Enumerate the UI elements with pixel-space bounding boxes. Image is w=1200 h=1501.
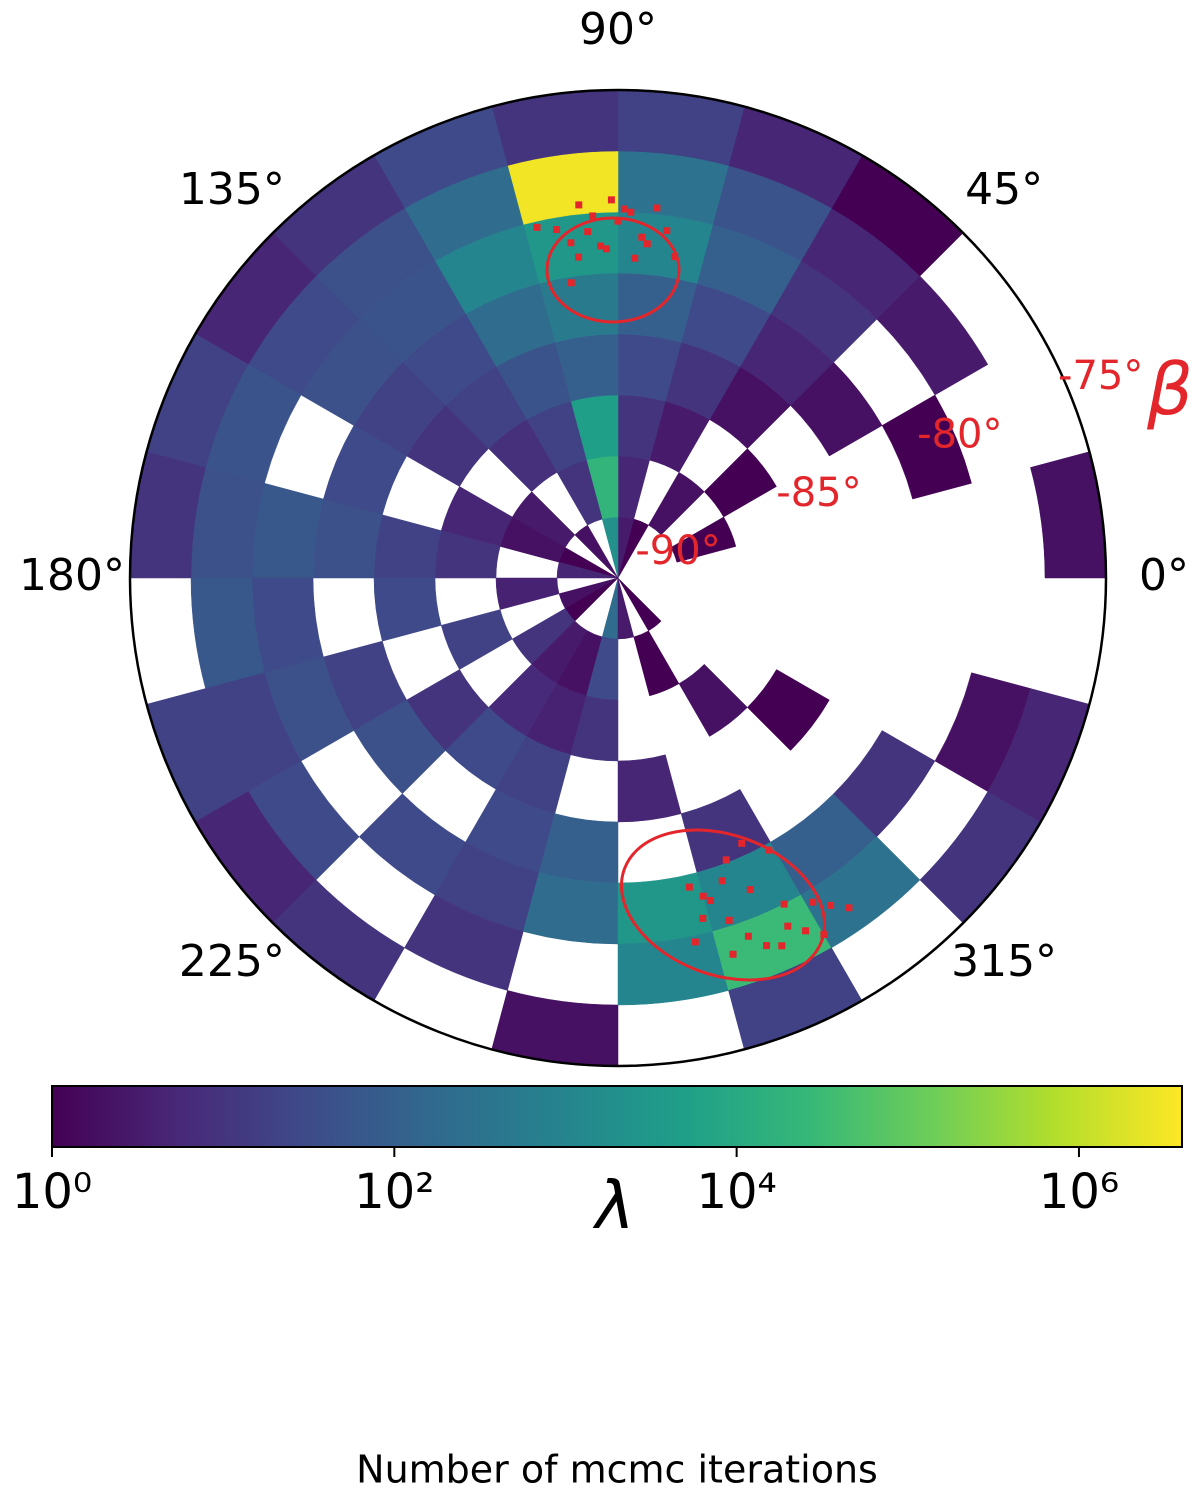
theta-tick-label: 90° bbox=[579, 4, 657, 55]
theta-tick-label: 225° bbox=[179, 936, 285, 987]
scatter-point bbox=[638, 233, 646, 241]
scatter-point bbox=[631, 254, 639, 262]
theta-tick-label: 0° bbox=[1139, 550, 1189, 601]
ellipse bbox=[619, 828, 827, 982]
polar-frame bbox=[128, 88, 1108, 1068]
colorbar-tick-label: 10⁰ bbox=[12, 1164, 92, 1220]
heatmap bbox=[129, 89, 1107, 1067]
scatter-point bbox=[744, 932, 752, 940]
scatter-point bbox=[718, 877, 726, 885]
scatter-point bbox=[663, 227, 671, 235]
scatter-point bbox=[614, 217, 622, 225]
scatter-point bbox=[597, 242, 605, 250]
scatter-point bbox=[567, 279, 575, 287]
scatter-point bbox=[738, 839, 746, 847]
scatter-point bbox=[802, 927, 810, 935]
r-tick-label: -80° bbox=[917, 411, 1002, 457]
scatter-point bbox=[643, 240, 651, 248]
r-tick-label: -90° bbox=[635, 528, 720, 574]
heatmap-cell bbox=[574, 524, 619, 579]
heatmap-cell bbox=[617, 577, 662, 632]
colorbar-label: Number of mcmc iterations bbox=[356, 1448, 878, 1492]
heatmap-cell bbox=[670, 516, 737, 563]
scatter-point bbox=[567, 239, 575, 247]
colorbar-tick-label: 10⁶ bbox=[1039, 1164, 1119, 1220]
scatter-point bbox=[620, 205, 628, 213]
colorbar-tick-label: 10² bbox=[354, 1164, 434, 1220]
heatmap-cell bbox=[617, 577, 635, 640]
heatmap-cell bbox=[251, 482, 324, 579]
scatter-point bbox=[589, 212, 597, 220]
scatter-point bbox=[763, 942, 771, 950]
theta-tick-label: 315° bbox=[951, 936, 1057, 987]
colorbar-tick-label: 10⁴ bbox=[696, 1164, 776, 1220]
scatter-point bbox=[691, 938, 699, 946]
scatter-point bbox=[699, 914, 707, 922]
scatter-point bbox=[653, 204, 661, 212]
scatter-point bbox=[784, 922, 792, 930]
heatmap-cell bbox=[800, 836, 921, 949]
heatmap-cell bbox=[833, 730, 936, 838]
scatter-point bbox=[722, 856, 730, 864]
heatmap-cell bbox=[648, 472, 705, 536]
heatmap-cell bbox=[617, 754, 682, 823]
scatter-point bbox=[845, 904, 853, 912]
scatter-point bbox=[603, 245, 611, 253]
heatmap-cell bbox=[747, 669, 830, 751]
heatmap-cell bbox=[495, 577, 560, 610]
r-tick-label: -75° bbox=[1058, 353, 1143, 399]
colorbar bbox=[51, 1085, 1183, 1148]
heatmap-cell bbox=[373, 514, 442, 579]
theta-tick-label: 135° bbox=[179, 164, 285, 215]
heatmap-cell bbox=[617, 211, 714, 284]
scatter-point bbox=[699, 892, 707, 900]
r-tick-label: -85° bbox=[776, 470, 861, 516]
scatter-point bbox=[533, 223, 541, 231]
heatmap-cell bbox=[522, 872, 619, 945]
heatmap-cell bbox=[678, 663, 748, 737]
scatter-point bbox=[780, 900, 788, 908]
scatter-point bbox=[746, 886, 754, 894]
theta-tick-label: 45° bbox=[965, 164, 1043, 215]
heatmap-cell bbox=[353, 699, 446, 795]
ellipse bbox=[545, 216, 681, 324]
heatmap-cell bbox=[373, 577, 442, 642]
theta-tick-label: 180° bbox=[19, 550, 125, 601]
scatter-point bbox=[827, 901, 835, 909]
theta-label: λ bbox=[592, 1167, 634, 1244]
labels: 0°45°90°135°180°225°270°315°-90°-85°-80°… bbox=[19, 4, 1189, 1147]
heatmap-cell bbox=[251, 577, 324, 674]
heatmap-cell bbox=[881, 394, 972, 500]
heatmap-cell bbox=[440, 609, 513, 670]
heatmap-cell bbox=[633, 630, 680, 697]
scatter-point bbox=[706, 897, 714, 905]
heatmap-cell bbox=[570, 695, 619, 762]
scatter-point bbox=[729, 950, 737, 958]
scatter-point bbox=[607, 196, 615, 204]
scatter-point bbox=[685, 883, 693, 891]
scatter-point bbox=[725, 916, 733, 924]
r-label: β bbox=[1146, 348, 1193, 432]
heatmap-cell bbox=[617, 455, 650, 520]
heatmap-cell bbox=[617, 872, 714, 945]
heatmap-cell bbox=[556, 561, 619, 579]
scatter-point bbox=[809, 898, 817, 906]
scatter-point bbox=[627, 208, 635, 216]
heatmap-cell bbox=[404, 894, 524, 991]
scatter-point bbox=[584, 228, 592, 236]
scatter-point bbox=[671, 253, 679, 261]
scatter-point bbox=[575, 201, 583, 209]
scatter-point bbox=[778, 942, 786, 950]
heatmap-cell bbox=[703, 448, 777, 518]
scatter-point bbox=[553, 226, 561, 234]
scatter-point bbox=[575, 253, 583, 261]
